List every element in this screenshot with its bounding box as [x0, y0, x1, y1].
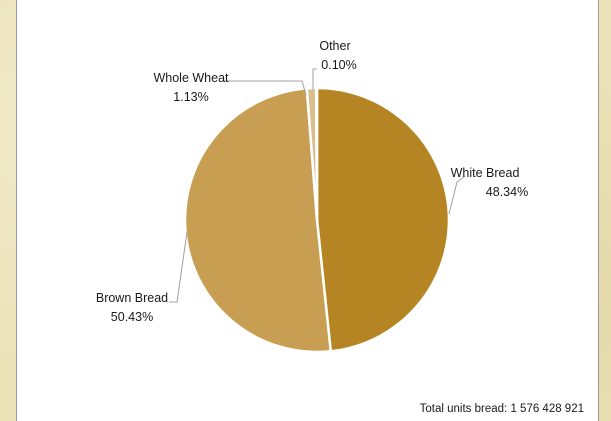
- slice-label-white-bread: White Bread: [451, 166, 520, 180]
- pie-slice-white-bread: [315, 86, 451, 353]
- slice-value-other: 0.10%: [321, 58, 356, 72]
- pie-slice-other: [314, 86, 319, 221]
- slice-value-whole-wheat: 1.13%: [173, 90, 208, 104]
- slice-label-whole-wheat: Whole Wheat: [153, 71, 229, 85]
- leader-line-brown-bread: [169, 231, 188, 303]
- chart-panel: White Bread 48.34% Brown Bread 50.43% Whole …: [16, 0, 599, 421]
- slice-value-brown-bread: 50.43%: [111, 310, 153, 324]
- leader-line-whole-wheat: [222, 80, 307, 96]
- slice-label-other: Other: [319, 39, 350, 53]
- total-units-value: 1 576 428 921: [510, 403, 584, 415]
- total-units-label: Total units bread:: [419, 403, 508, 415]
- slice-label-brown-bread: Brown Bread: [96, 291, 168, 305]
- slice-value-white-bread: 48.34%: [486, 185, 528, 199]
- leader-line-other: [312, 68, 317, 90]
- pie-chart: White Bread 48.34% Brown Bread 50.43% Whole …: [96, 39, 528, 354]
- pie-slice-brown-bread: [183, 87, 333, 354]
- leader-line-white-bread: [448, 175, 466, 215]
- total-units-footer: Total units bread: 1 576 428 921: [420, 403, 584, 415]
